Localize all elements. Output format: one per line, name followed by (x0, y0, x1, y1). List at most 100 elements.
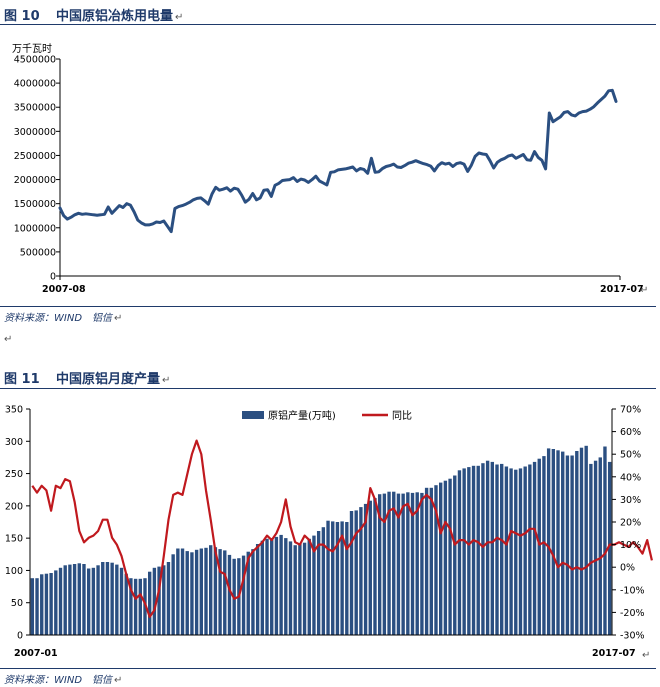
output-bar (312, 535, 316, 635)
output-bar (598, 457, 602, 635)
figure-11-bottom-rule (0, 668, 656, 669)
legend-label-output: 原铝产量(万吨) (268, 409, 336, 422)
left-y-tick-label: 100 (5, 566, 23, 577)
right-y-tick-label: 30% (620, 495, 641, 506)
output-bar (495, 464, 499, 635)
source-text: 资料来源：WIND 铝信 (4, 313, 113, 324)
output-bar (133, 578, 138, 635)
output-bar (40, 574, 44, 635)
x-axis-start-label: 2007-01 (14, 648, 58, 659)
output-bar (91, 567, 96, 635)
paragraph-mark: ↵ (175, 12, 184, 23)
output-bar (288, 541, 293, 635)
output-bar (514, 469, 518, 635)
paragraph-mark: ↵ (642, 650, 651, 661)
output-bar (190, 552, 194, 635)
output-bar (209, 545, 213, 635)
output-bar (584, 445, 588, 635)
paragraph-mark: ↵ (4, 334, 13, 345)
output-bar (171, 554, 175, 635)
output-bar (528, 464, 532, 635)
output-bar (434, 485, 438, 635)
output-bar (542, 456, 546, 635)
output-bar (523, 466, 527, 635)
output-bar (86, 568, 91, 635)
output-bar (490, 461, 494, 635)
output-bar (119, 567, 124, 635)
output-bar (561, 451, 565, 635)
output-bar (251, 549, 255, 635)
output-bar (227, 554, 232, 635)
y-tick-label: 0 (50, 272, 56, 283)
output-bar (101, 562, 105, 635)
right-y-tick-label: 0% (620, 563, 635, 574)
right-y-tick-label: -20% (620, 608, 645, 619)
y-tick-label: 4500000 (14, 55, 56, 66)
output-bar (518, 468, 523, 635)
output-bar (415, 492, 419, 635)
output-bar (157, 566, 161, 635)
right-y-tick-label: -30% (620, 631, 645, 642)
output-bar (471, 465, 476, 635)
output-bar (35, 578, 39, 635)
output-bar (30, 578, 35, 635)
output-bar (485, 460, 490, 635)
output-bar (340, 521, 344, 635)
output-bar (476, 465, 480, 635)
output-bar (556, 450, 560, 635)
right-y-tick-label: 50% (620, 450, 641, 461)
y-tick-label: 2000000 (14, 175, 56, 186)
yoy-growth-line (31, 439, 653, 618)
output-bar (382, 493, 387, 635)
output-bar (176, 548, 180, 635)
output-bar (246, 551, 250, 635)
x-axis-end-label: 2017-07 (592, 648, 636, 659)
output-bar (392, 491, 396, 635)
output-bar (439, 482, 443, 635)
output-bar (115, 564, 119, 635)
figure-10-source: 资料来源：WIND 铝信 ↵ (4, 309, 122, 324)
output-bar (359, 507, 363, 635)
output-bar (424, 487, 429, 635)
output-bar (199, 548, 203, 635)
right-y-tick-label: 20% (620, 518, 641, 529)
output-bar (500, 463, 504, 635)
output-bar (148, 571, 152, 635)
output-bar (255, 544, 260, 635)
output-bar (241, 555, 246, 635)
output-bar (110, 562, 114, 635)
left-y-tick-label: 350 (5, 405, 23, 416)
output-bar (218, 549, 222, 635)
output-bar (284, 538, 288, 635)
output-bar (396, 493, 401, 635)
y-tick-label: 1000000 (14, 223, 56, 234)
output-bar (579, 447, 584, 635)
output-bar (77, 563, 81, 635)
figure-10-title-text: 中国原铝冶炼用电量 (56, 9, 174, 24)
output-bar (401, 493, 405, 635)
output-bar (429, 487, 433, 635)
output-bar (152, 567, 157, 635)
power-consumption-line (58, 88, 618, 234)
output-bar (570, 455, 574, 635)
left-y-tick-label: 200 (5, 501, 23, 512)
output-bar (387, 491, 391, 635)
y-axis-unit-label: 万千瓦时 (12, 43, 52, 55)
output-bar (331, 521, 335, 635)
output-bar (49, 573, 53, 635)
output-bar (260, 540, 265, 635)
legend: 原铝产量(万吨) 同比 (242, 409, 412, 422)
figure-11-title-text: 中国原铝月度产量 (56, 372, 161, 387)
output-bar (363, 503, 368, 635)
output-bar (293, 545, 297, 635)
output-bar (448, 478, 452, 635)
figure-11-number: 图 11 (4, 372, 40, 387)
output-bar (162, 565, 166, 635)
output-bar (265, 538, 269, 635)
y-tick-label: 3000000 (14, 127, 56, 138)
chart-monthly-output: 0 50 100 150 200 250 300 350 -30% -20% -10% 0% 10% 20… (5, 405, 653, 659)
figure-10-title: 图 10 中国原铝冶炼用电量 ↵ (4, 5, 183, 24)
right-y-tick-label: -10% (620, 585, 645, 596)
output-bar (443, 480, 448, 635)
output-bar (504, 466, 509, 635)
